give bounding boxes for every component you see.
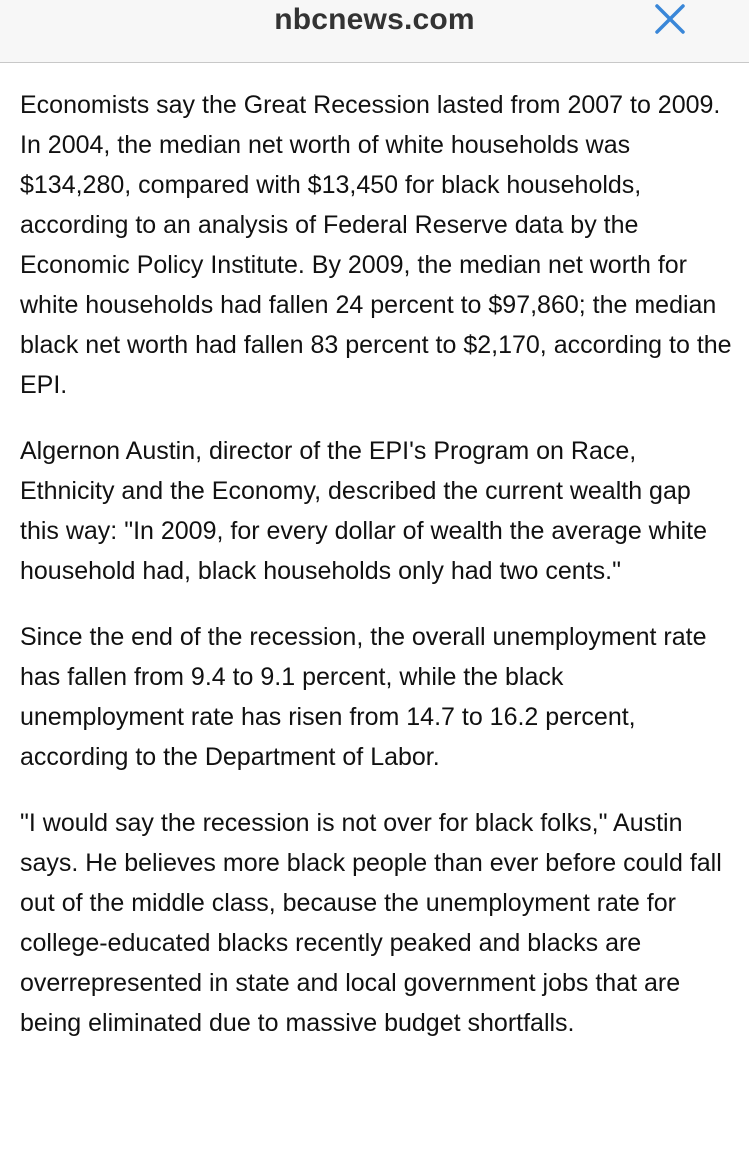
article-paragraph: Algernon Austin, director of the EPI's P… — [20, 437, 708, 585]
article-paragraph: "I would say the recession is not over f… — [20, 809, 722, 1037]
close-icon — [655, 4, 685, 34]
article-paragraph: Economists say the Great Recession laste… — [20, 91, 732, 399]
top-bar: nbcnews.com — [0, 0, 749, 63]
close-button[interactable] — [648, 0, 692, 40]
article-body: Economists say the Great Recession laste… — [20, 85, 732, 1069]
site-domain: nbcnews.com — [274, 3, 475, 36]
article-paragraph: Since the end of the recession, the over… — [20, 623, 707, 771]
